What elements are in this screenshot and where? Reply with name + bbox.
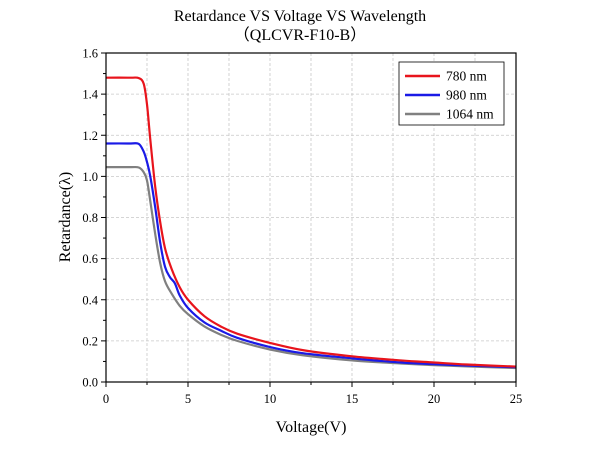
legend-label: 1064 nm bbox=[446, 107, 494, 122]
x-tick-label: 10 bbox=[264, 392, 277, 406]
plot-frame bbox=[105, 52, 517, 383]
legend-label: 980 nm bbox=[446, 88, 487, 103]
axis-ticks: 0 5 10 15 20 25 0.0 0.2 0.4 0.6 0.8 1.0 1.2 1.4 1.6 bbox=[82, 47, 522, 407]
y-axis-label: Retardance(λ) bbox=[57, 172, 74, 262]
y-tick-label: 0.6 bbox=[82, 252, 98, 266]
x-tick-label: 25 bbox=[510, 392, 523, 406]
series-line-780-nm bbox=[105, 76, 517, 368]
y-tick-label: 1.2 bbox=[82, 129, 98, 143]
x-tick-label: 5 bbox=[185, 392, 191, 406]
y-tick-label: 0.0 bbox=[82, 376, 98, 390]
series-lines bbox=[105, 76, 517, 370]
legend-label: 780 nm bbox=[446, 69, 487, 84]
y-tick-label: 1.0 bbox=[82, 170, 98, 184]
legend: 780 nm 980 nm 1064 nm bbox=[398, 61, 505, 126]
y-tick-label: 0.2 bbox=[82, 334, 98, 348]
y-tick-label: 0.8 bbox=[82, 211, 98, 225]
y-tick-label: 1.6 bbox=[82, 47, 98, 61]
y-tick-label: 1.4 bbox=[82, 88, 98, 102]
chart-title: Retardance VS Voltage VS Wavelength bbox=[174, 8, 426, 25]
y-tick-label: 0.4 bbox=[82, 293, 98, 307]
chart-subtitle: （QLCVR-F10-B） bbox=[234, 26, 366, 44]
x-tick-label: 15 bbox=[346, 392, 359, 406]
x-tick-label: 0 bbox=[103, 392, 109, 406]
series-line-1064-nm bbox=[105, 165, 517, 370]
x-tick-label: 20 bbox=[428, 392, 441, 406]
series-line-980-nm bbox=[105, 142, 517, 369]
x-axis-label: Voltage(V) bbox=[276, 419, 347, 436]
